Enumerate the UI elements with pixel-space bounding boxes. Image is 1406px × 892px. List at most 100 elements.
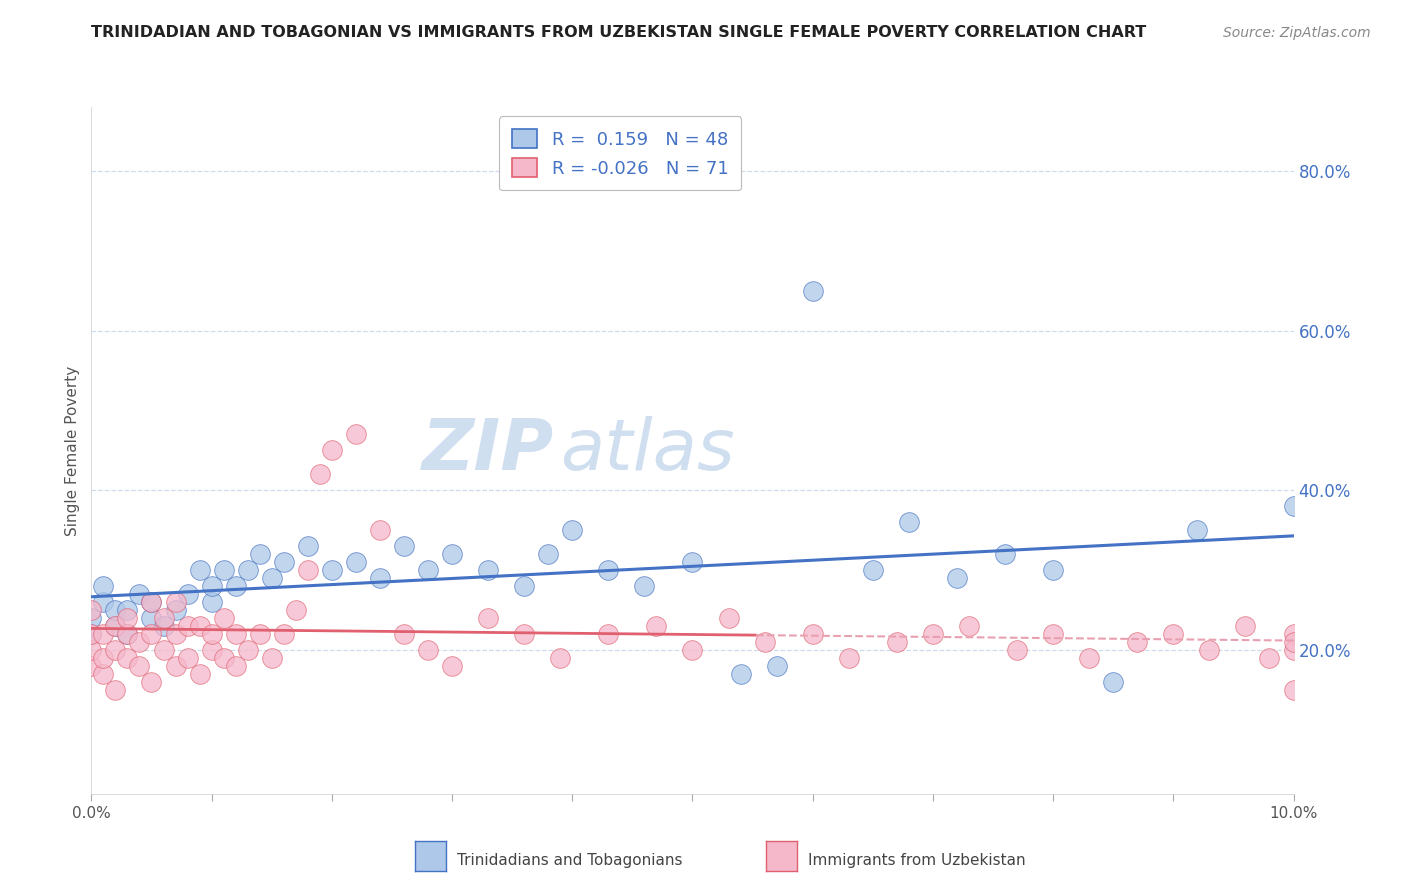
Point [128,659,150,673]
Point [633,579,655,593]
Point [117,603,139,617]
Point [201,579,224,593]
Point [80,659,103,673]
Point [104,619,127,633]
Point [104,603,127,617]
Point [141,595,163,609]
Point [188,619,211,633]
Point [273,555,295,569]
Point [201,643,224,657]
Point [93,667,115,681]
Point [152,619,174,633]
Point [440,547,463,561]
Point [598,563,620,577]
Point [141,675,163,690]
Point [838,651,860,665]
Point [477,563,499,577]
Point [117,627,139,641]
Point [957,619,980,633]
Point [344,555,367,569]
Point [537,547,560,561]
Point [212,651,235,665]
Point [273,627,295,641]
Point [801,284,824,298]
Point [1042,627,1064,641]
Point [681,555,703,569]
Point [117,611,139,625]
Point [225,579,247,593]
Point [1078,651,1101,665]
Point [754,635,776,649]
Y-axis label: Single Female Poverty: Single Female Poverty [65,366,80,535]
Text: ZIP: ZIP [422,416,554,485]
Point [1282,627,1305,641]
Point [128,635,150,649]
Point [440,659,463,673]
Point [93,595,115,609]
Point [104,619,127,633]
Point [176,651,198,665]
Point [392,539,415,553]
Point [80,643,103,657]
Point [548,651,571,665]
Point [297,539,319,553]
Point [212,563,235,577]
Point [128,587,150,601]
Point [598,627,620,641]
Point [93,579,115,593]
Point [141,595,163,609]
Point [284,603,307,617]
Point [212,611,235,625]
Point [416,563,439,577]
Point [117,651,139,665]
Point [1198,643,1220,657]
Point [249,627,271,641]
Point [104,683,127,698]
Point [176,619,198,633]
Point [225,627,247,641]
Point [513,627,536,641]
Point [141,627,163,641]
Point [946,571,969,585]
Point [321,563,343,577]
Point [1282,500,1305,514]
Point [801,627,824,641]
Text: atlas: atlas [560,416,735,485]
Point [1102,675,1125,690]
Point [1258,651,1281,665]
Point [93,627,115,641]
Legend: R =  0.159   N = 48, R = -0.026   N = 71: R = 0.159 N = 48, R = -0.026 N = 71 [499,116,741,190]
Point [477,611,499,625]
Point [80,611,103,625]
Point [392,627,415,641]
Point [249,547,271,561]
Point [897,516,920,530]
Point [561,524,583,538]
Point [80,627,103,641]
Point [1282,635,1305,649]
Point [416,643,439,657]
Point [1282,683,1305,698]
Point [321,443,343,458]
Point [1234,619,1257,633]
Point [308,467,330,482]
Point [886,635,908,649]
Text: TRINIDADIAN AND TOBAGONIAN VS IMMIGRANTS FROM UZBEKISTAN SINGLE FEMALE POVERTY C: TRINIDADIAN AND TOBAGONIAN VS IMMIGRANTS… [91,25,1147,40]
Point [152,643,174,657]
Point [1161,627,1184,641]
Point [994,547,1017,561]
Point [1282,643,1305,657]
Point [165,627,187,641]
Point [236,563,259,577]
Point [1126,635,1149,649]
Point [368,571,391,585]
Point [681,643,703,657]
Point [152,611,174,625]
Point [141,611,163,625]
Text: Immigrants from Uzbekistan: Immigrants from Uzbekistan [808,854,1026,868]
Point [165,603,187,617]
Point [260,571,283,585]
Point [165,595,187,609]
Point [201,627,224,641]
Point [1005,643,1028,657]
